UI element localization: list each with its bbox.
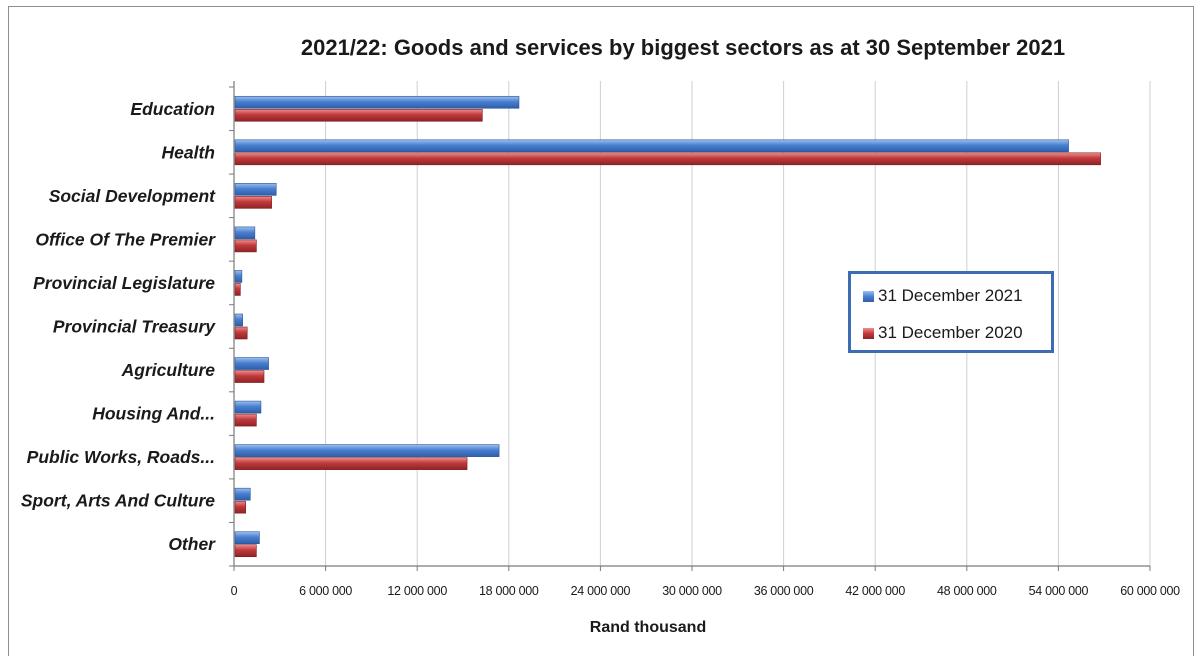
bar-2021 — [234, 226, 256, 240]
legend-item-2020: 31 December 2020 — [863, 321, 1023, 345]
bar-2020 — [234, 283, 241, 296]
x-tick-label: 18 000 000 — [479, 584, 539, 598]
bar-2021 — [234, 357, 269, 370]
x-tick-labels: 0 6 000 000 12 000 000 18 000 000 24 000 000… — [231, 584, 1181, 598]
category-label: Public Works, Roads... — [27, 447, 215, 467]
bar-2020 — [234, 457, 468, 470]
category-label: Provincial Treasury — [53, 317, 216, 337]
bar-2021 — [234, 139, 1069, 153]
chart-title: 2021/22: Goods and services by biggest s… — [301, 35, 1065, 60]
bar-2020 — [234, 326, 248, 340]
category-label: Health — [162, 142, 215, 162]
bar-2020 — [234, 544, 257, 558]
category-label: Other — [168, 534, 216, 554]
x-tick-label: 60 000 000 — [1120, 584, 1180, 598]
category-labels: Education Health Social Development Office … — [21, 99, 216, 554]
category-label: Education — [130, 99, 215, 119]
category-label: Social Development — [49, 186, 216, 206]
x-tick-label: 12 000 000 — [387, 584, 447, 598]
bar-2021 — [234, 270, 243, 283]
x-tick-label: 54 000 000 — [1029, 584, 1089, 598]
x-tick-label: 24 000 000 — [571, 584, 631, 598]
bar-2021 — [234, 400, 262, 414]
bar-2021 — [234, 444, 500, 457]
category-label: Housing And... — [92, 404, 215, 424]
bar-2020 — [234, 239, 257, 253]
axes — [229, 81, 1151, 571]
legend-item-2021: 31 December 2021 — [863, 284, 1023, 308]
category-label: Office Of The Premier — [35, 229, 216, 249]
x-tick-label: 30 000 000 — [662, 584, 722, 598]
x-axis-label: Rand thousand — [590, 619, 706, 636]
bar-2020 — [234, 108, 483, 122]
bar-2021 — [234, 487, 251, 501]
bars — [234, 95, 1101, 558]
bar-2021 — [234, 95, 520, 109]
bar-2021 — [234, 313, 243, 327]
bar-2020 — [234, 500, 246, 514]
legend: 31 December 2021 31 December 2020 — [848, 271, 1054, 353]
category-label: Agriculture — [121, 360, 216, 380]
bar-2021 — [234, 531, 260, 545]
category-label: Sport, Arts And Culture — [21, 491, 215, 511]
bar-2020 — [234, 413, 257, 427]
legend-label-2021: 31 December 2021 — [878, 286, 1023, 305]
bar-2020 — [234, 152, 1101, 166]
x-tick-label: 42 000 000 — [845, 584, 905, 598]
category-label: Provincial Legislature — [33, 273, 215, 293]
bar-2021 — [234, 183, 277, 196]
x-tick-label: 36 000 000 — [754, 584, 814, 598]
bar-2020 — [234, 196, 272, 209]
x-tick-label: 48 000 000 — [937, 584, 997, 598]
x-tick-label: 0 — [231, 584, 238, 598]
legend-swatch-2020 — [863, 327, 874, 339]
legend-swatch-2021 — [863, 290, 874, 302]
bar-2020 — [234, 370, 265, 383]
legend-label-2020: 31 December 2020 — [878, 323, 1023, 342]
x-tick-label: 6 000 000 — [299, 584, 352, 598]
chart-frame — [8, 6, 1194, 656]
